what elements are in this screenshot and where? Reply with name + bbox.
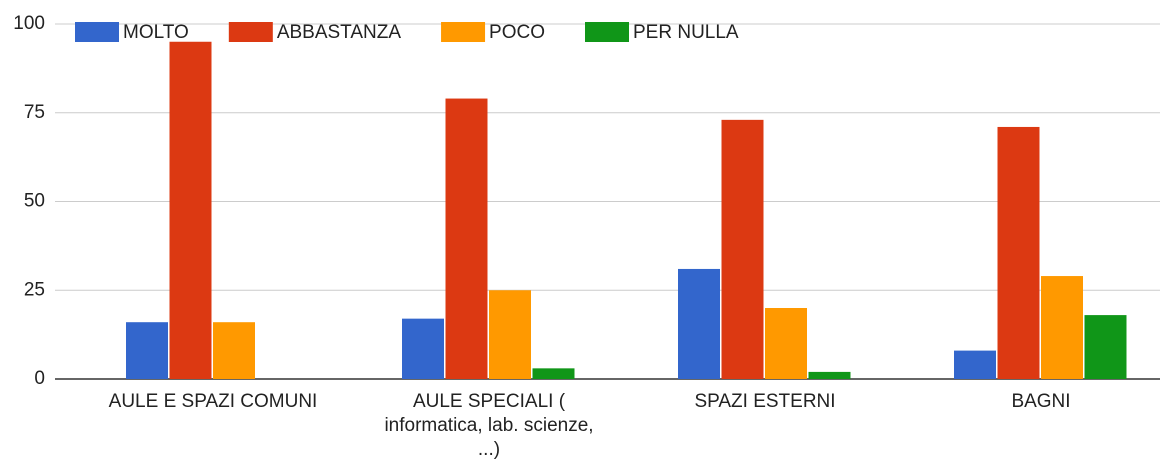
x-tick-label: AULE SPECIALI ( informatica, lab. scienz… xyxy=(384,391,594,460)
bar xyxy=(997,126,1040,379)
bar xyxy=(213,322,255,379)
y-tick-label: 25 xyxy=(24,279,45,300)
bar xyxy=(808,371,851,379)
y-tick-label: 50 xyxy=(24,191,45,212)
legend-label: MOLTO xyxy=(123,22,189,43)
legend-swatch xyxy=(75,22,119,42)
legend-swatch xyxy=(585,22,629,42)
legend-swatch xyxy=(441,22,486,42)
bar xyxy=(445,98,488,380)
bar xyxy=(169,41,212,379)
bar xyxy=(126,322,168,379)
bar xyxy=(532,368,575,379)
x-tick-label: AULE E SPAZI COMUNI xyxy=(108,391,318,412)
legend-label: POCO xyxy=(489,22,545,43)
bar xyxy=(1041,276,1083,379)
bar xyxy=(721,119,764,379)
bar xyxy=(402,318,444,379)
y-tick-label: 100 xyxy=(13,13,45,34)
y-tick-label: 0 xyxy=(34,368,45,389)
x-tick-label: SPAZI ESTERNI xyxy=(694,391,836,412)
bar xyxy=(489,290,531,379)
legend-label: PER NULLA xyxy=(633,22,739,43)
legend-label: ABBASTANZA xyxy=(277,22,402,43)
bar xyxy=(954,350,996,379)
y-tick-label: 75 xyxy=(24,102,45,123)
bar xyxy=(678,268,720,379)
legend-swatch xyxy=(228,22,273,42)
bar xyxy=(765,308,807,379)
bar xyxy=(1084,315,1127,379)
x-tick-label: BAGNI xyxy=(1011,391,1071,412)
